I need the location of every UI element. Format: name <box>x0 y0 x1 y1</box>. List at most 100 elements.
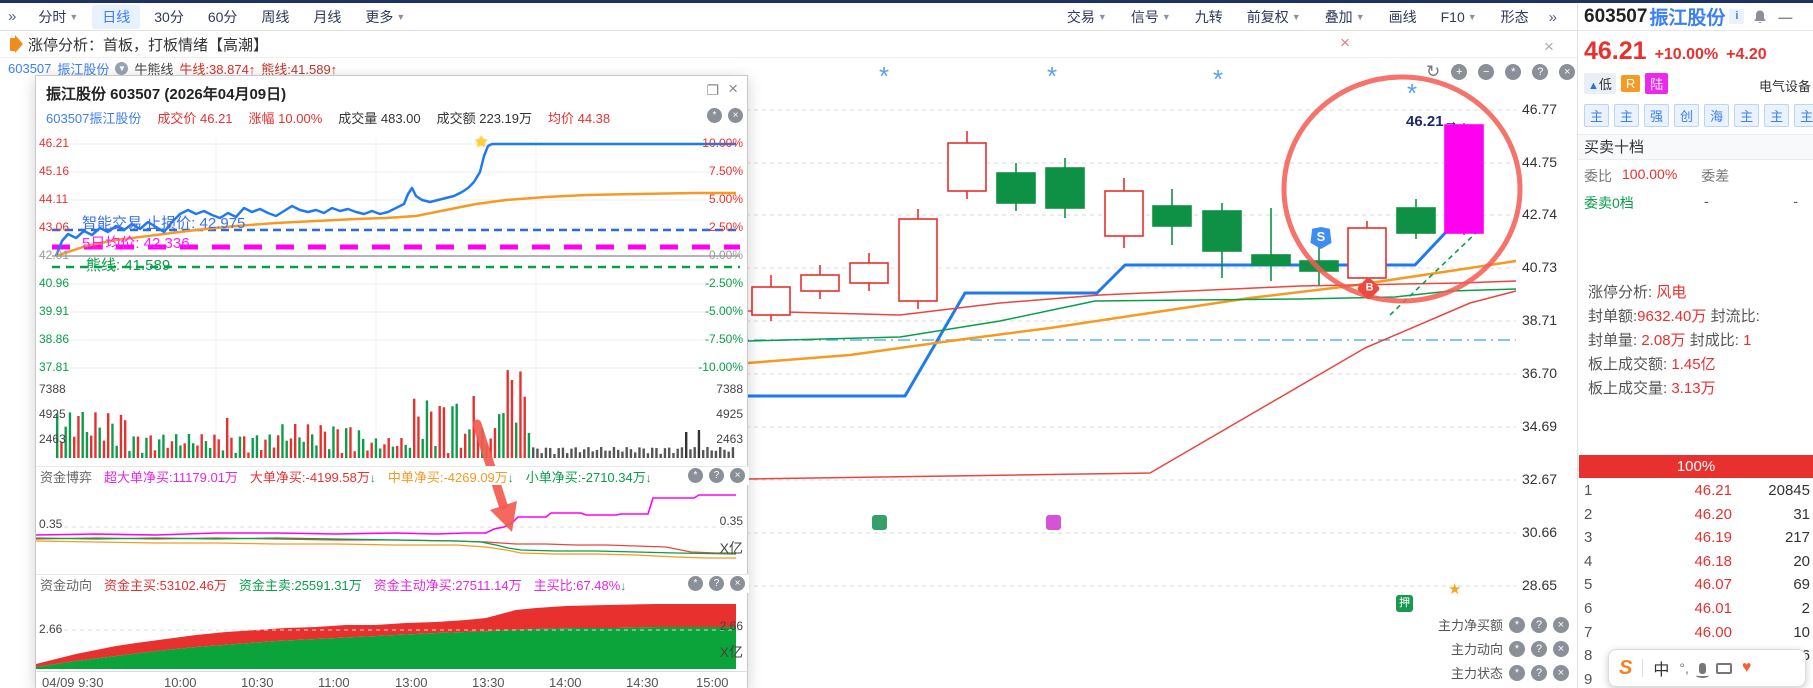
weicha-label: 委差 <box>1701 168 1730 184</box>
minimize-icon[interactable]: — <box>1778 8 1793 25</box>
gear-icon[interactable]: * <box>688 468 703 483</box>
tag-主[interactable]: 主 <box>1614 104 1640 127</box>
voice-punct-icon[interactable]: °, <box>1679 660 1689 676</box>
daily-axis-label: 34.69 <box>1522 418 1558 434</box>
intraday-popup-window: 振江股份 603507 (2026年04月09日) ❐ × 603507振江股份… <box>35 75 749 688</box>
popup-maximize-icon[interactable]: ❐ <box>706 82 719 98</box>
change-amount: +4.20 <box>1726 46 1767 63</box>
indicator-dropdown-icon[interactable]: ▼ <box>115 61 129 75</box>
gear-icon[interactable]: * <box>1505 64 1522 80</box>
daily-chart-legend: 603507 振江股份 ▼ 牛熊线 牛线:38.874↑ 熊线:41.589↑ <box>8 60 337 77</box>
intraday-chart[interactable] <box>36 128 749 466</box>
pane-label-text[interactable]: 主力状态 <box>1450 666 1503 681</box>
chevron-down-icon: ▼ <box>396 11 406 22</box>
plus-icon[interactable]: + <box>1451 64 1468 80</box>
price-axis-label: 40.96 <box>39 276 70 290</box>
buy-price: 46.18 <box>1694 552 1732 570</box>
language-mode[interactable]: 中 <box>1653 662 1670 679</box>
close-icon[interactable]: × <box>1553 664 1569 681</box>
close-icon[interactable]: × <box>728 108 743 123</box>
gear-icon[interactable]: * <box>1509 616 1525 633</box>
daily-axis-label: 38.71 <box>1522 312 1558 328</box>
intraday-svg[interactable] <box>36 128 749 466</box>
share-icon[interactable]: ↻ <box>1426 62 1441 81</box>
event-badge-magenta <box>1046 515 1061 530</box>
tool-交易[interactable]: 交易 ▼ <box>1066 9 1107 25</box>
microphone-icon[interactable] <box>1695 662 1709 678</box>
help-icon[interactable]: ? <box>709 576 724 591</box>
gear-icon[interactable]: * <box>1509 664 1525 681</box>
gear-icon[interactable]: * <box>707 108 722 123</box>
tag-强[interactable]: 强 <box>1644 104 1670 127</box>
tool-形态[interactable]: 形态 <box>1500 9 1529 25</box>
skin-icon[interactable]: ♥ <box>1741 659 1752 676</box>
percent-axis-label: 7.50% <box>708 164 743 178</box>
tag-主[interactable]: 主 <box>1794 104 1813 127</box>
stat-item-0: 603507振江股份 <box>46 111 142 126</box>
close-icon[interactable]: × <box>1553 616 1569 633</box>
tab-更多[interactable]: 更多 ▼ <box>365 8 406 25</box>
tag-主[interactable]: 主 <box>1734 104 1760 127</box>
close-icon[interactable]: × <box>730 576 745 591</box>
help-icon[interactable]: ? <box>1532 64 1549 80</box>
buy-level: 6 <box>1584 600 1593 617</box>
tool-九转[interactable]: 九转 <box>1194 9 1223 25</box>
tool-F10[interactable]: F10 ▼ <box>1440 9 1477 25</box>
bell-icon[interactable] <box>1752 9 1768 25</box>
close-circle-icon[interactable]: × <box>1559 64 1576 80</box>
chevron-down-icon: ▼ <box>1291 12 1301 22</box>
buy-level: 2 <box>1584 505 1593 523</box>
help-icon[interactable]: ? <box>1531 616 1547 633</box>
help-icon[interactable]: ? <box>1531 664 1547 681</box>
collapse-icon[interactable]: » <box>8 8 17 25</box>
time-tick: 13:30 <box>472 675 505 688</box>
popup-close-icon[interactable]: × <box>728 79 738 98</box>
gear-icon[interactable]: * <box>1509 640 1525 657</box>
daily-candlestick-chart[interactable]: * * * * 46.77 44.75 42.74 40.73 38.71 36.70 34.69 3… <box>600 37 1577 688</box>
volume-axis-label: 7388 <box>39 382 66 396</box>
help-icon[interactable]: ? <box>709 468 724 483</box>
chart-close-icon[interactable]: × <box>1544 37 1554 56</box>
time-tick: 10:00 <box>164 675 197 688</box>
industry-label[interactable]: 电气设备 <box>1758 79 1811 94</box>
overflow-icon[interactable]: » <box>1548 8 1557 26</box>
weibi-row: 委比 100.00% 委差 <box>1584 166 1808 186</box>
minus-icon[interactable]: − <box>1478 64 1495 80</box>
pane-label-text[interactable]: 主力动向 <box>1450 642 1503 657</box>
gear-icon[interactable]: * <box>688 576 703 591</box>
tab-日线[interactable]: 日线 <box>92 4 141 29</box>
input-method-bar[interactable]: S 中 °, ♥ <box>1608 649 1806 687</box>
tool-信号[interactable]: 信号 ▼ <box>1130 9 1171 25</box>
fund-game-panel[interactable] <box>35 485 749 573</box>
keyboard-icon[interactable] <box>1715 662 1732 674</box>
tab-分时[interactable]: 分时 ▼ <box>38 8 79 25</box>
tool-前复权[interactable]: 前复权 ▼ <box>1246 9 1301 25</box>
close-icon[interactable]: × <box>730 468 745 483</box>
pane-label-text[interactable]: 主力净买额 <box>1437 618 1503 633</box>
close-icon[interactable]: × <box>1553 640 1569 657</box>
tag-主[interactable]: 主 <box>1764 104 1790 127</box>
tab-30分[interactable]: 30分 <box>154 8 184 25</box>
buy-price: 46.01 <box>1694 600 1732 617</box>
tool-叠加[interactable]: 叠加 ▼ <box>1324 9 1365 25</box>
info-icon[interactable]: i <box>1729 9 1745 24</box>
tag-创[interactable]: 创 <box>1674 104 1700 127</box>
stat-item-1: 成交价 46.21 <box>157 111 233 126</box>
tab-60分[interactable]: 60分 <box>207 8 238 25</box>
daily-axis-label: 46.77 <box>1522 101 1558 117</box>
tab-周线[interactable]: 周线 <box>261 8 290 25</box>
buy-price: 46.07 <box>1694 576 1732 594</box>
indicator-name[interactable]: 牛熊线 <box>134 61 174 77</box>
orderbook-title[interactable]: 买卖十档 <box>1578 134 1813 160</box>
daily-axis-label: 30.66 <box>1522 524 1558 540</box>
chevron-down-icon: ▼ <box>1097 12 1107 22</box>
tag-主[interactable]: 主 <box>1584 104 1610 127</box>
banner-close-icon[interactable]: × <box>1340 33 1350 52</box>
tag-海[interactable]: 海 <box>1704 104 1730 127</box>
limit-analysis-line: 板上成交额: 1.45亿 <box>1588 356 1716 373</box>
sogou-logo-icon[interactable]: S <box>1619 656 1633 679</box>
help-icon[interactable]: ? <box>1531 640 1547 657</box>
tab-月线[interactable]: 月线 <box>313 8 342 25</box>
tool-画线[interactable]: 画线 <box>1388 9 1417 25</box>
fund-flow-panel[interactable] <box>36 594 749 671</box>
